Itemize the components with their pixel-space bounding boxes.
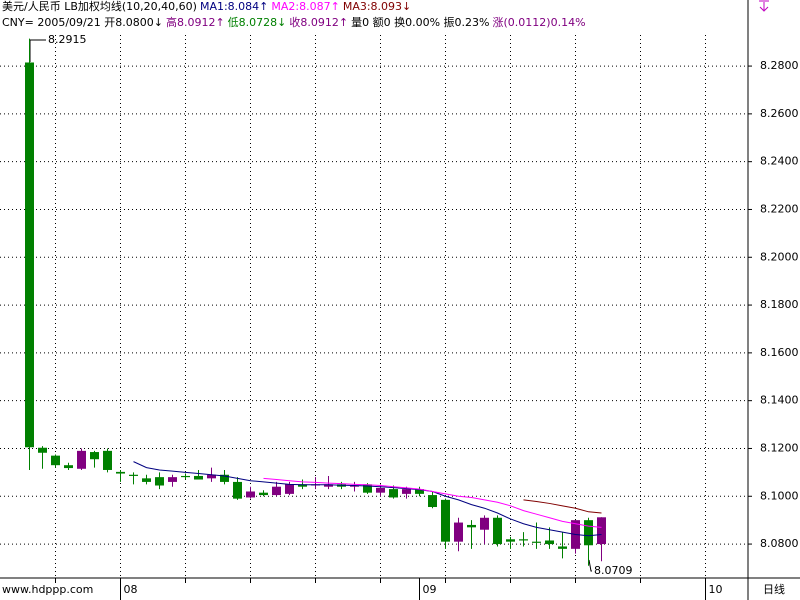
candle-body bbox=[194, 475, 203, 480]
x-tick-label: 09 bbox=[423, 583, 437, 596]
candle-body bbox=[129, 474, 138, 476]
candle-body bbox=[220, 474, 229, 482]
candle-body bbox=[402, 489, 411, 494]
y-tick-label: 8.1200 bbox=[760, 441, 799, 454]
candle-body bbox=[298, 484, 307, 487]
x-tick-label: 10 bbox=[709, 583, 723, 596]
header-segment: 量0 额0 换0.00% 振0.23% bbox=[351, 16, 490, 29]
candle-body bbox=[363, 484, 372, 493]
candle-body bbox=[376, 487, 385, 493]
header-segment: MA2:8.087↑ bbox=[271, 0, 340, 13]
candle-body bbox=[584, 520, 593, 546]
candle-body bbox=[155, 477, 164, 486]
header-segment: 涨(0.0112)0.14% bbox=[492, 16, 586, 29]
footer-site: www.hdppp.com bbox=[2, 583, 93, 596]
y-tick-label: 8.2600 bbox=[760, 107, 799, 120]
candle-body bbox=[38, 447, 47, 453]
candle-body bbox=[350, 485, 359, 487]
candle-body bbox=[259, 492, 268, 496]
y-tick-label: 8.2000 bbox=[760, 250, 799, 263]
annotation-leader bbox=[29, 39, 46, 62]
ma-line bbox=[133, 461, 602, 537]
candle-body bbox=[389, 489, 398, 498]
candle-body bbox=[168, 477, 177, 482]
header-segment: 低8.0728↓ bbox=[227, 16, 287, 29]
y-tick-label: 8.1000 bbox=[760, 489, 799, 502]
header-line: CNY= 2005/09/21 开8.0800↓ 高8.0912↑ 低8.0728↓… bbox=[2, 16, 589, 30]
candle-body bbox=[116, 471, 125, 474]
candle-body bbox=[246, 491, 255, 498]
candle-body bbox=[25, 62, 34, 448]
candle-body bbox=[467, 524, 476, 528]
header-segment: 美元/人民币 LB加权均线(10,20,40,60) bbox=[2, 0, 197, 13]
header-segment: 收8.0912↑ bbox=[289, 16, 349, 29]
candle-body bbox=[272, 486, 281, 496]
x-tick-label: 08 bbox=[124, 583, 138, 596]
ma-line bbox=[523, 499, 602, 514]
header-segment: MA1:8.084↑ bbox=[199, 0, 269, 13]
header-line: 美元/人民币 LB加权均线(10,20,40,60) MA1:8.084↑ MA2:… bbox=[2, 0, 414, 14]
candle-body bbox=[532, 541, 541, 543]
candle-body bbox=[519, 539, 528, 541]
candle-body bbox=[454, 522, 463, 542]
candle-body bbox=[51, 455, 60, 466]
period-label[interactable]: 日线 bbox=[763, 582, 785, 596]
candle-body bbox=[441, 499, 450, 542]
candle-body bbox=[506, 539, 515, 542]
y-tick-label: 8.1400 bbox=[760, 394, 799, 407]
candle-body bbox=[597, 517, 606, 545]
candle-body bbox=[415, 489, 424, 494]
candle-body bbox=[90, 452, 99, 460]
candle-body bbox=[77, 450, 86, 469]
candle-body bbox=[558, 546, 567, 549]
annotation-leader bbox=[588, 559, 592, 572]
y-tick-label: 8.0800 bbox=[760, 537, 799, 550]
candle-body bbox=[285, 484, 294, 494]
candle-body bbox=[428, 495, 437, 508]
header-segment: 高8.0912↑ bbox=[165, 16, 225, 29]
candle-body bbox=[64, 465, 73, 469]
candle-body bbox=[480, 517, 489, 530]
y-tick-label: 8.2200 bbox=[760, 202, 799, 215]
candle-body bbox=[181, 475, 190, 478]
y-tick-label: 8.2800 bbox=[760, 59, 799, 72]
candle-body bbox=[324, 484, 333, 487]
candle-body bbox=[493, 517, 502, 545]
y-tick-label: 8.1600 bbox=[760, 346, 799, 359]
y-tick-label: 8.2400 bbox=[760, 155, 799, 168]
candle-body bbox=[142, 478, 151, 482]
annotation: 8.2915 bbox=[48, 33, 87, 46]
header-segment: MA3:8.093↓ bbox=[342, 0, 412, 13]
candle-body bbox=[545, 540, 554, 545]
annotation: 8.0709 bbox=[594, 564, 633, 577]
ma-line bbox=[263, 477, 602, 528]
menu-icon[interactable] bbox=[759, 0, 769, 12]
candle-body bbox=[103, 450, 112, 470]
candle-body bbox=[233, 481, 242, 499]
candle-body bbox=[207, 474, 216, 479]
y-tick-label: 8.1800 bbox=[760, 298, 799, 311]
header-segment: CNY= 2005/09/21 开8.0800↓ bbox=[2, 16, 163, 29]
